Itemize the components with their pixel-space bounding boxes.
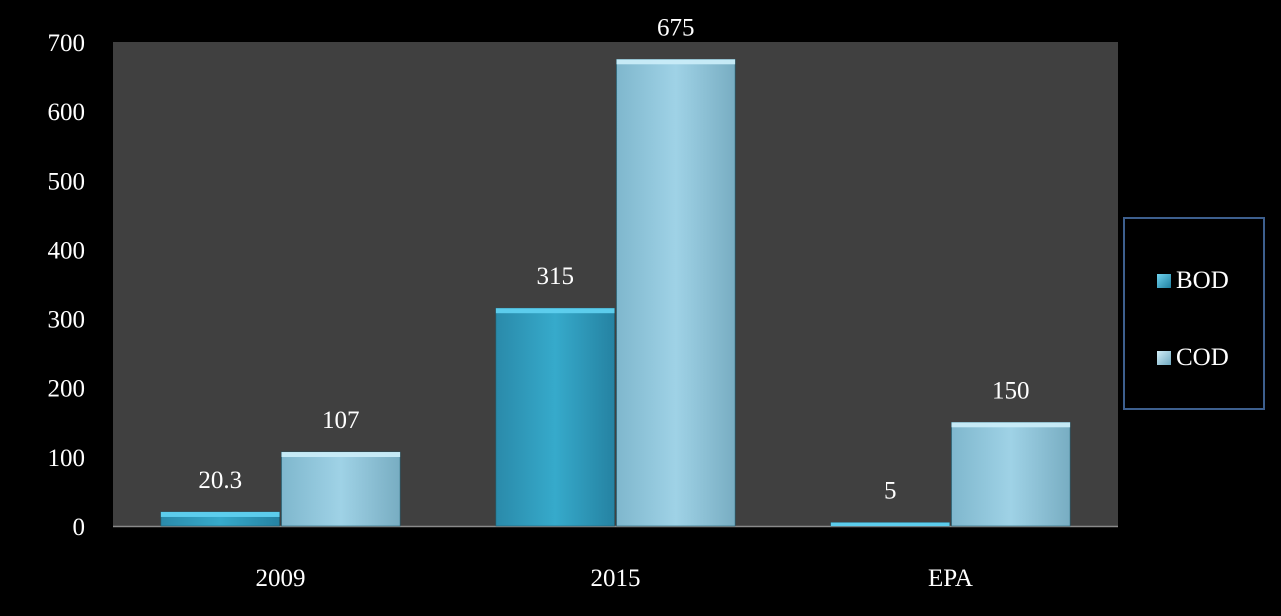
data-label-cod-epa: 150 <box>992 377 1030 404</box>
legend: BOD COD <box>1123 217 1265 410</box>
bar-cod-2015 <box>617 59 736 526</box>
x-tick-label: EPA <box>928 565 973 592</box>
legend-item-cod: COD <box>1157 344 1229 372</box>
bar-bod-2015 <box>496 308 615 526</box>
legend-label-bod: BOD <box>1176 267 1229 295</box>
bar-cap <box>282 452 401 457</box>
bar-cap <box>831 523 950 526</box>
y-tick-label: 400 <box>48 237 86 264</box>
bar-cod-epa <box>952 422 1071 526</box>
data-label-cod-2015: 675 <box>657 14 695 41</box>
y-tick-label: 300 <box>48 307 86 334</box>
data-label-bod-2009: 20.3 <box>198 467 242 494</box>
x-tick-label: 2015 <box>591 565 641 592</box>
y-tick-label: 500 <box>48 168 86 195</box>
legend-swatch-bod <box>1157 274 1171 288</box>
legend-label-cod: COD <box>1176 344 1229 372</box>
bar-cod-2009 <box>282 452 401 526</box>
data-label-bod-2015: 315 <box>536 263 574 290</box>
legend-item-bod: BOD <box>1157 267 1229 295</box>
data-label-bod-epa: 5 <box>884 478 897 505</box>
y-tick-label: 200 <box>48 376 86 403</box>
bar-cap <box>496 308 615 313</box>
bar-cap <box>952 422 1071 427</box>
y-tick-label: 700 <box>48 30 86 57</box>
y-tick-label: 100 <box>48 445 86 472</box>
x-tick-label: 2009 <box>256 565 306 592</box>
y-tick-label: 600 <box>48 99 86 126</box>
legend-swatch-cod <box>1157 351 1171 365</box>
bar-cap <box>161 512 280 517</box>
y-tick-label: 0 <box>73 514 86 541</box>
data-label-cod-2009: 107 <box>322 407 360 434</box>
bar-cap <box>617 59 736 64</box>
